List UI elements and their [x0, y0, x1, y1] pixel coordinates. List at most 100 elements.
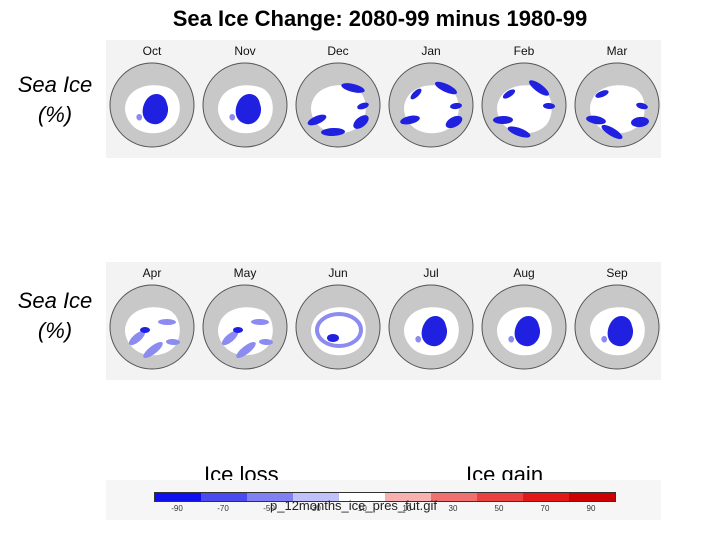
month-label: Mar	[606, 44, 628, 58]
colorbar-segment	[155, 493, 201, 501]
ice-loss-region	[315, 312, 363, 348]
ice-loss-region	[158, 318, 176, 326]
ice-loss-region	[321, 127, 345, 137]
map-border	[481, 284, 567, 370]
colorbar-tick-label: -10	[355, 504, 367, 513]
ocean-area	[404, 85, 459, 134]
map-border	[574, 284, 660, 370]
ice-loss-region	[410, 88, 422, 100]
ice-loss-region	[631, 116, 649, 128]
polar-map	[295, 284, 381, 370]
polar-map	[388, 284, 474, 370]
ice-loss-region	[415, 335, 422, 343]
month-label: Nov	[234, 44, 256, 58]
ice-loss-region	[601, 335, 608, 343]
ice-loss-region	[502, 89, 516, 99]
map-border	[388, 62, 474, 148]
month-label: Apr	[142, 266, 162, 280]
ice-loss-region	[341, 83, 365, 93]
ice-loss-region	[259, 338, 273, 346]
colorbar-tick-label: 30	[448, 504, 458, 513]
ocean-area	[311, 85, 366, 134]
month-label: May	[233, 266, 257, 280]
ice-loss-region	[421, 315, 448, 347]
row-label-text: Sea Ice	[17, 288, 93, 313]
ice-loss-region	[543, 102, 555, 110]
ice-loss-region	[595, 90, 609, 98]
ice-loss-region	[307, 114, 327, 126]
map-row-1	[106, 40, 661, 158]
polar-map	[295, 62, 381, 148]
ice-loss-region	[450, 102, 462, 110]
row-label-unit: (%)	[37, 318, 73, 343]
polar-map	[574, 284, 660, 370]
colorbar-segment	[431, 493, 477, 501]
colorbar-tick-label: 90	[586, 504, 596, 513]
month-label: Jul	[423, 266, 439, 280]
ice-loss-region	[357, 102, 369, 110]
colorbar-segment	[293, 493, 339, 501]
month-label: Sep	[606, 266, 628, 280]
figure-title: Sea Ice Change: 2080-99 minus 1980-99	[172, 6, 588, 31]
colorbar-tick-label: 50	[494, 504, 504, 513]
ice-loss-region	[514, 315, 541, 347]
ice-loss-region	[236, 341, 256, 359]
ice-loss-region	[233, 327, 243, 333]
ice-loss-region	[636, 102, 648, 110]
row-label-bottom: Sea Ice (%)	[6, 286, 104, 346]
month-label: Feb	[513, 44, 535, 58]
polar-map	[109, 284, 195, 370]
colorbar-tick-label: 10	[402, 504, 412, 513]
month-label: Aug	[513, 266, 535, 280]
ice-loss-region	[353, 115, 369, 129]
image-filename: p_12months_ice_pres_fut.gif	[270, 498, 437, 513]
colorbar	[154, 492, 616, 502]
ice-loss-region	[601, 124, 623, 140]
ice-loss-region	[445, 115, 463, 129]
ice-loss-region	[166, 338, 180, 346]
ice-loss-region	[235, 93, 262, 125]
ice-loss-region	[136, 113, 143, 121]
ice-loss-region	[140, 327, 150, 333]
polar-map	[481, 284, 567, 370]
map-border	[295, 62, 381, 148]
ice-loss-region	[142, 93, 169, 125]
row-label-text: Sea Ice	[17, 72, 93, 97]
map-border	[295, 284, 381, 370]
map-border	[574, 62, 660, 148]
ice-loss-region	[493, 115, 513, 125]
month-label: Dec	[327, 44, 349, 58]
month-label: Oct	[142, 44, 162, 58]
colorbar-segment	[523, 493, 569, 501]
colorbar-segment	[569, 493, 615, 501]
ice-loss-region	[586, 115, 606, 125]
colorbar-segment	[385, 493, 431, 501]
colorbar-segment	[477, 493, 523, 501]
colorbar-segment	[201, 493, 247, 501]
ice-loss-region	[221, 330, 239, 346]
map-border	[109, 284, 195, 370]
colorbar-panel: -90 -70 -50 -30 -10 10 30 50 70 90	[106, 480, 661, 520]
ice-loss-region	[434, 81, 458, 95]
colorbar-tick-label: -70	[217, 504, 229, 513]
colorbar-tick-label: -90	[171, 504, 183, 513]
colorbar-segment	[339, 493, 385, 501]
map-border	[388, 284, 474, 370]
polar-map	[202, 284, 288, 370]
polar-map	[202, 62, 288, 148]
ice-loss-region	[229, 113, 236, 121]
ice-loss-region	[251, 318, 269, 326]
polar-map	[109, 62, 195, 148]
month-label: Jan	[421, 44, 441, 58]
colorbar-tick-label: -50	[263, 504, 275, 513]
map-border	[202, 284, 288, 370]
map-row-2	[106, 262, 661, 380]
polar-map	[388, 62, 474, 148]
ice-loss-region	[529, 80, 549, 96]
ice-loss-region	[143, 341, 163, 359]
map-border	[481, 62, 567, 148]
polar-map	[574, 62, 660, 148]
ice-loss-region	[327, 334, 339, 342]
ice-loss-region	[508, 335, 515, 343]
colorbar-tick-label: 70	[540, 504, 550, 513]
